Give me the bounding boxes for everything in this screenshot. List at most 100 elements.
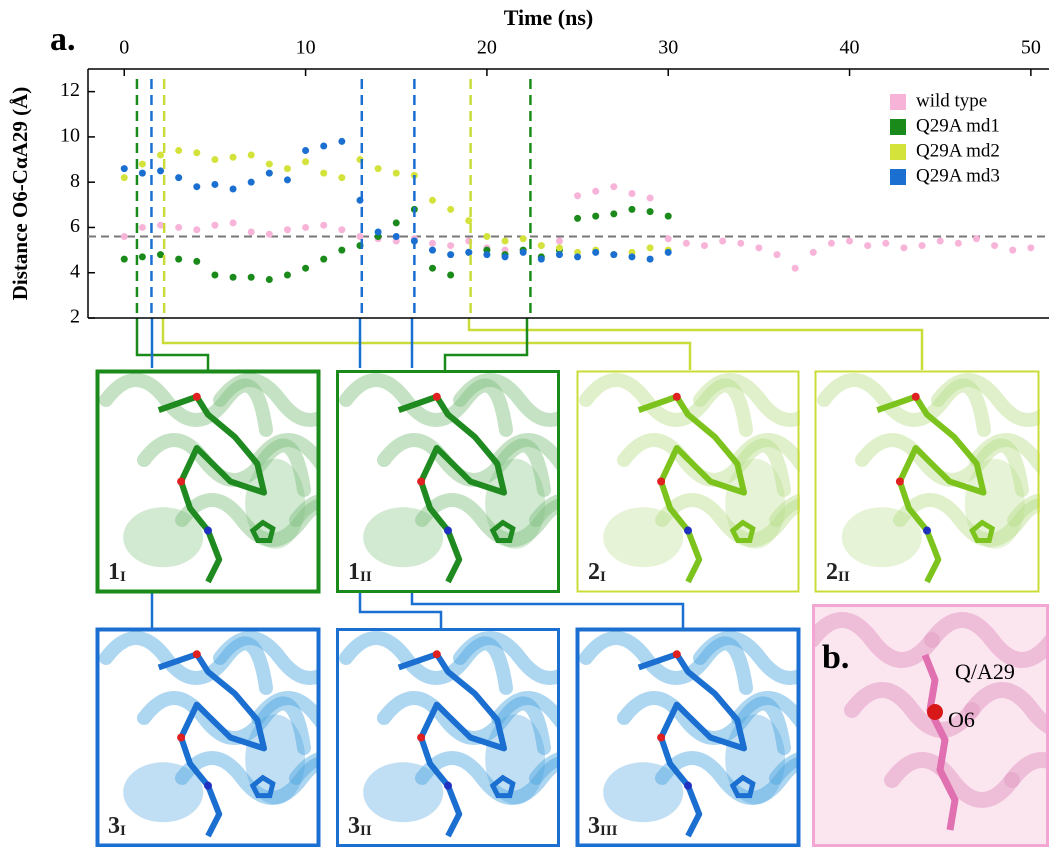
data-point [555, 237, 563, 245]
data-point [646, 208, 654, 216]
panel-subscript: II [360, 823, 372, 839]
data-point [247, 151, 255, 159]
data-point [211, 180, 219, 188]
panel-border [336, 628, 560, 847]
ring [249, 774, 276, 799]
nitrogen [684, 781, 692, 790]
ribbon [213, 373, 320, 427]
data-point [175, 174, 183, 182]
legend-label: wild type [916, 90, 987, 111]
data-point [882, 239, 890, 247]
data-point [211, 156, 219, 164]
data-point [592, 187, 600, 195]
ligand-sticks [921, 653, 959, 831]
panel-border [575, 627, 801, 847]
data-point [120, 174, 128, 182]
data-point [954, 239, 962, 247]
structure-panel: 3III [575, 627, 801, 847]
data-point [646, 194, 654, 202]
ring [729, 519, 756, 544]
ribbon [693, 631, 800, 685]
data-point [392, 169, 400, 177]
data-point [646, 244, 654, 252]
data-point [120, 233, 128, 241]
data-point [157, 251, 165, 259]
y-tick-label: 2 [70, 306, 80, 328]
data-point [827, 239, 835, 247]
data-point [229, 219, 237, 227]
data-point [447, 251, 455, 259]
data-point [175, 255, 183, 263]
panel-label: 1II [348, 559, 372, 586]
panel-subscript: III [600, 823, 618, 839]
data-point [175, 223, 183, 231]
nitrogen [204, 781, 212, 790]
structure-panel: 2II [814, 370, 1040, 593]
oxygen [657, 733, 666, 742]
data-point [936, 237, 944, 245]
panel-border [812, 604, 1049, 847]
ribbon [99, 631, 273, 695]
data-point [320, 169, 328, 177]
data-point [320, 221, 328, 229]
panel-bg [576, 370, 800, 593]
ribbon [251, 691, 320, 732]
panel-letter: b. [822, 639, 849, 676]
ribbon [491, 691, 560, 732]
inset-panel: b. Q/A29 O6 [812, 604, 1049, 847]
data-point [302, 158, 310, 166]
panel-border [576, 370, 800, 593]
data-point [574, 192, 582, 200]
y-tick-label: 10 [60, 125, 80, 147]
ring [969, 519, 996, 544]
structure-image [336, 628, 560, 847]
panel-border [336, 370, 560, 593]
panel-bg [576, 628, 800, 847]
data-point [283, 176, 291, 184]
oxygen [895, 477, 904, 486]
y-tick-label: 4 [70, 260, 80, 282]
connector [135, 318, 210, 370]
nitrogen [923, 526, 931, 535]
panel-border [95, 627, 321, 847]
data-point [447, 242, 455, 250]
data-point [537, 242, 545, 250]
atom-label: O6 [948, 707, 975, 732]
connector [410, 593, 685, 628]
legend-label: Q29A md2 [916, 140, 1000, 161]
data-point [447, 271, 455, 279]
ribbon [731, 433, 800, 474]
ribbon [415, 751, 560, 805]
data-point [138, 223, 146, 231]
legend-label: Q29A md1 [916, 115, 1000, 136]
helix [603, 762, 684, 823]
panel-subscript: II [838, 569, 850, 585]
data-point [519, 248, 527, 256]
oxygen [672, 392, 681, 401]
data-point [157, 151, 165, 159]
structure-panel: 3II [336, 628, 560, 847]
data-point [429, 246, 437, 254]
panel-number: 3 [108, 813, 120, 839]
data-point [664, 212, 672, 220]
data-point [628, 190, 636, 197]
data-point [991, 242, 999, 250]
atom-o6 [927, 704, 943, 720]
y-axis-label: Distance O6-CαA29 (Å) [8, 87, 32, 301]
data-point [302, 264, 310, 272]
data-point [247, 178, 255, 186]
structure-panel: 3I [95, 627, 321, 847]
data-point [682, 239, 690, 247]
panel-subscript: I [120, 823, 126, 839]
data-point [719, 237, 727, 245]
nitrogen [444, 526, 452, 535]
ring [249, 519, 276, 544]
data-point [120, 255, 128, 263]
data-point [283, 271, 291, 279]
data-point [864, 242, 872, 250]
data-point [392, 233, 400, 241]
data-point [664, 235, 672, 243]
data-point [628, 205, 636, 213]
panel-bg [336, 370, 560, 593]
